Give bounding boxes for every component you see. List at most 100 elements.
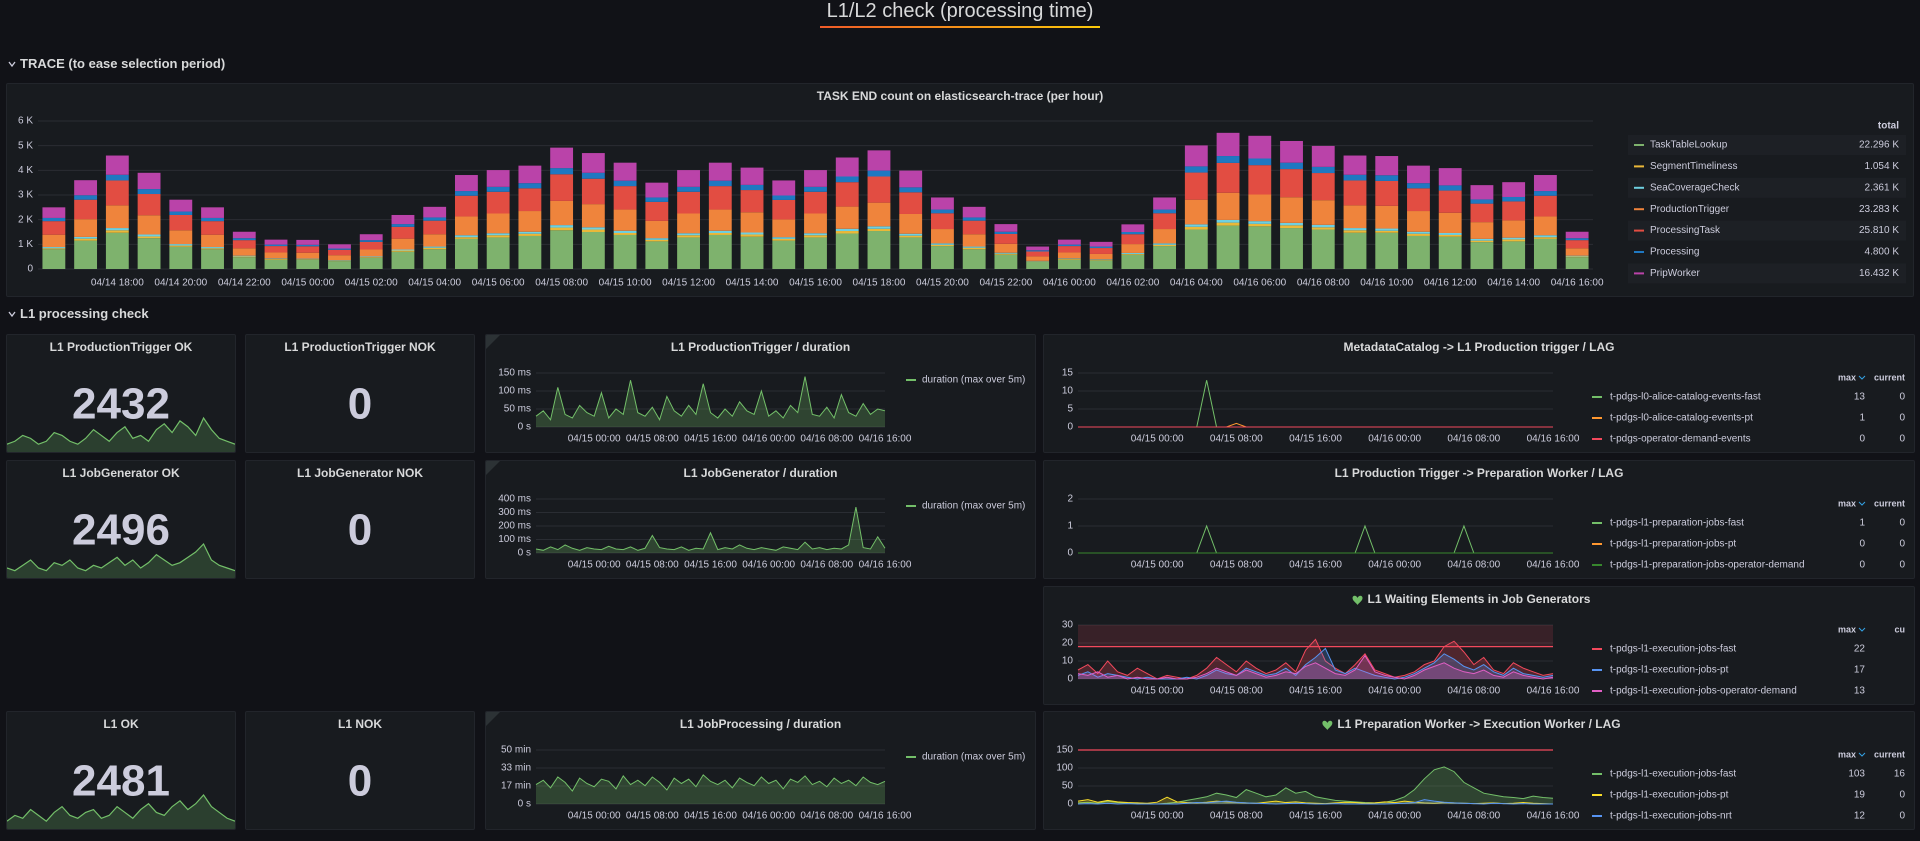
legend-label: TaskTableLookup [1650,140,1728,151]
bar-segment [677,233,700,236]
y-tick-label: 17 min [501,781,531,792]
bar-segment [1533,238,1557,269]
bar-segment [1153,246,1177,269]
legend-label: t-pdgs-l0-alice-catalog-events-fast [1610,392,1761,403]
y-tick-label: 2 K [18,214,33,225]
bar-segment [962,234,986,247]
bar-segment [1343,174,1367,181]
bar-segment [486,186,510,192]
bar-segment [804,186,827,192]
x-tick-label: 04/16 08:00 [1447,811,1500,822]
bar-segment [1026,256,1050,261]
y-tick-label: 300 ms [498,507,531,518]
x-tick-label: 04/15 00:00 [281,278,334,289]
bar-segment [581,204,605,228]
legend-value: 1 [1859,413,1865,424]
x-tick-label: 04/15 00:00 [1131,434,1184,445]
info-corner [486,712,500,726]
x-tick-label: 04/16 08:00 [800,434,853,445]
bar-segment [1121,244,1145,253]
y-tick-label: 6 K [18,116,33,127]
bar-segment [1153,209,1177,214]
bar-segment [1311,229,1335,269]
panel-canvas: L1 OK 2481 [7,717,235,829]
bar-segment [931,209,954,214]
bar-segment [454,175,478,192]
x-tick-label: 04/15 00:00 [568,434,621,445]
y-tick-label: 50 ms [504,404,531,415]
alert-heart [1322,720,1333,730]
series-line [1078,524,1553,554]
x-tick-label: 04/15 08:00 [535,278,588,289]
bar-segment [1121,252,1145,254]
bar-segment [1502,239,1526,242]
bar-segment [42,249,66,269]
bar-segment [1502,237,1526,240]
bar-segment [867,170,891,177]
bar-segment [264,252,288,259]
row-header[interactable]: L1 processing check [8,306,149,321]
bar-segment [962,249,986,269]
bar-segment [1184,224,1208,227]
bar-segment [1280,140,1303,163]
x-tick-label: 04/15 14:00 [726,278,779,289]
bar-segment [1343,228,1367,231]
bar-segment [1375,175,1399,181]
panel: TASK END count on elasticsearch-trace (p… [6,83,1914,297]
bar-segment [613,234,637,269]
bar-segment [518,183,542,189]
legend-column-header: max [1838,749,1856,759]
bar-segment [42,217,66,222]
bar-segment [994,243,1018,253]
bar-segment [931,197,954,210]
panel: L1 Waiting Elements in Job Generators 0 10… [1043,586,1915,705]
bar-segment [962,206,986,218]
legend-value: 13 [1854,392,1866,403]
bar-segment [391,226,415,239]
bar-segment [1089,260,1113,269]
x-tick-label: 04/15 08:00 [1210,434,1263,445]
bar-segment [1470,222,1494,239]
bar-segment [169,199,193,212]
y-tick-label: 30 [1062,620,1074,631]
bar-segment [1438,236,1462,269]
y-tick-label: 5 K [18,140,33,151]
panel: L1 ProductionTrigger OK 2432 [6,334,236,453]
row-header[interactable]: TRACE (to ease selection period) [8,56,225,71]
bar-segment [232,240,256,249]
bar-segment [1375,230,1399,233]
bar-segment [423,246,447,248]
bar-segment [359,241,383,250]
bar-segment [899,237,923,269]
legend-label: t-pdgs-l1-execution-jobs-fast [1610,769,1736,780]
x-tick-label: 04/15 20:00 [916,278,969,289]
bar-segment [137,189,161,195]
panel: L1 NOK 0 [245,711,475,830]
bar-segment [454,235,478,238]
x-tick-label: 04/16 00:00 [1368,560,1421,571]
bar-segment [1407,183,1430,189]
panel-title: L1 ProductionTrigger NOK [284,340,436,354]
bar-segment [328,249,351,256]
bar-segment [1375,228,1399,231]
bar-segment [1407,165,1430,184]
x-tick-label: 04/15 08:00 [626,434,679,445]
bar-segment [677,170,700,187]
bar-segment [1057,244,1081,247]
series-line [1078,422,1553,428]
bar-segment [899,213,923,234]
series-area [1078,766,1553,804]
bar-segment [613,232,637,235]
x-tick-label: 04/15 16:00 [684,434,737,445]
bar-segment [296,239,320,245]
bar-segment [423,220,447,235]
bar-segment [1089,241,1113,247]
x-tick-label: 04/16 04:00 [1170,278,1223,289]
panel: L1 JobGenerator OK 2496 [6,460,236,579]
bar-segment [232,256,256,258]
x-tick-label: 04/16 16:00 [1527,811,1580,822]
bar-segment [772,180,796,196]
legend-column-header: current [1874,498,1905,508]
bar-segment [677,186,700,192]
